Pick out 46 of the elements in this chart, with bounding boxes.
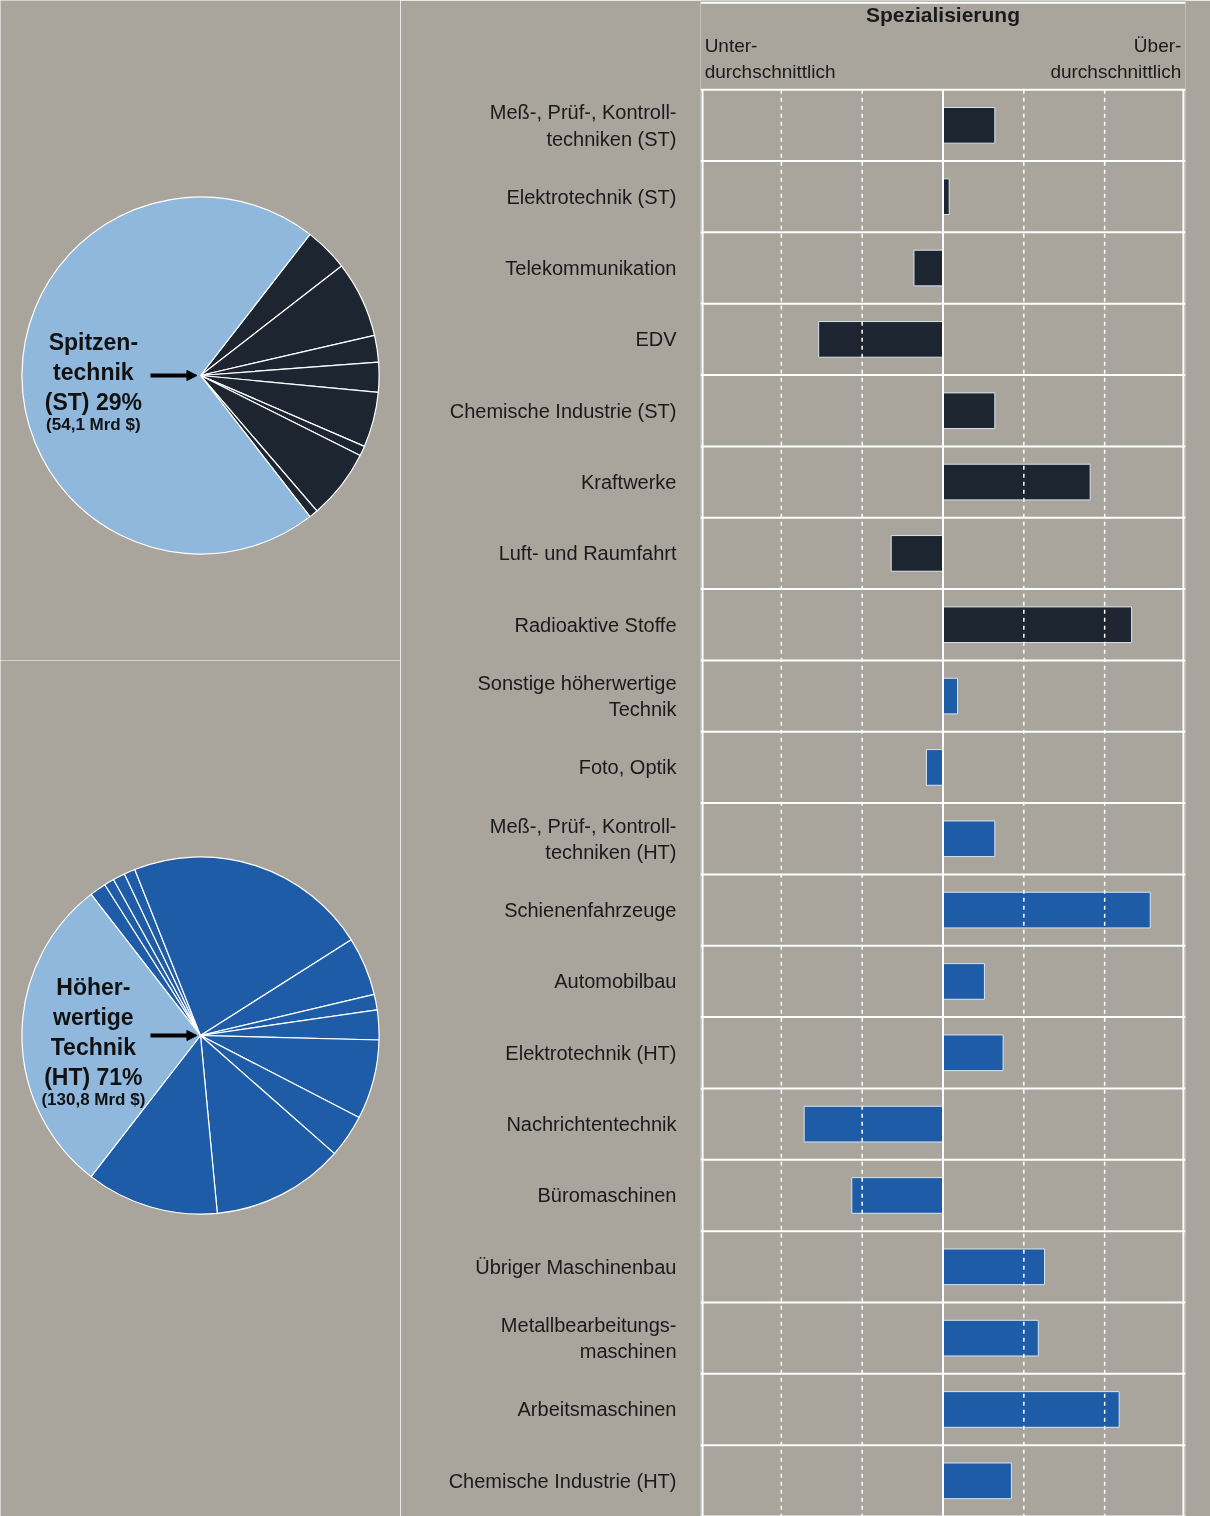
y-tick-label: Übriger Maschinenbau (475, 1255, 677, 1278)
bar (942, 463, 1091, 501)
y-tick-label: Luft- und Raumfahrt (498, 542, 677, 565)
bar (942, 820, 996, 858)
bar (942, 1248, 1046, 1286)
bar (890, 535, 944, 572)
y-tick-label: Schienenfahrzeuge (504, 899, 677, 922)
bar (942, 963, 985, 1000)
bar (942, 1462, 1012, 1500)
y-tick-label: Nachrichtentechnik (506, 1113, 678, 1136)
text: Höher- wertige Technik (HT) 71% (44, 974, 143, 1090)
y-tick-label: Foto, Optik (578, 756, 678, 779)
y-tick-label: Telekommunikation (505, 257, 677, 280)
bar (942, 1319, 1039, 1357)
chart-title: Spezialisierung (865, 2, 1021, 26)
y-tick-label: Arbeitsmaschinen (517, 1398, 677, 1421)
bar (942, 392, 996, 430)
y-tick-label: Radioaktive Stoffe (514, 613, 677, 636)
y-tick-label: Meß-, Prüf-, Kontroll- techniken (ST) (489, 101, 677, 150)
y-tick-label: Kraftwerke (580, 471, 677, 494)
y-tick-label: Elektrotechnik (HT) (505, 1041, 677, 1064)
bar (803, 1105, 944, 1143)
bar (851, 1177, 944, 1214)
y-tick-label: Chemische Industrie (ST) (449, 399, 677, 422)
bar (942, 891, 1151, 929)
bar (942, 1034, 1004, 1072)
text: (130,8 Mrd $) (41, 1090, 146, 1110)
bar (942, 677, 959, 715)
y-tick-label: Meß-, Prüf-, Kontroll- techniken (HT) (489, 814, 677, 863)
text: (54,1 Mrd $) (46, 415, 141, 435)
bar (913, 249, 944, 287)
y-tick-label: EDV (635, 328, 678, 351)
y-tick-label: Chemische Industrie (HT) (448, 1469, 677, 1492)
y-tick-label: Metallbearbeitungs- maschinen (500, 1313, 677, 1363)
bar (942, 1391, 1120, 1428)
bar (925, 749, 944, 786)
bar (942, 107, 996, 144)
bar (818, 321, 944, 358)
y-tick-label: Elektrotechnik (ST) (506, 185, 677, 208)
y-tick-label: Sonstige höherwertige Technik (477, 671, 678, 721)
y-tick-label: Büromaschinen (537, 1184, 677, 1207)
bar (942, 606, 1133, 644)
text: Unter- durchschnittlich (704, 35, 836, 82)
text: Spitzen- technik (ST) 29% (44, 329, 142, 415)
y-tick-label: Automobilbau (554, 970, 677, 993)
text: Über- durchschnittlich (1050, 35, 1182, 82)
